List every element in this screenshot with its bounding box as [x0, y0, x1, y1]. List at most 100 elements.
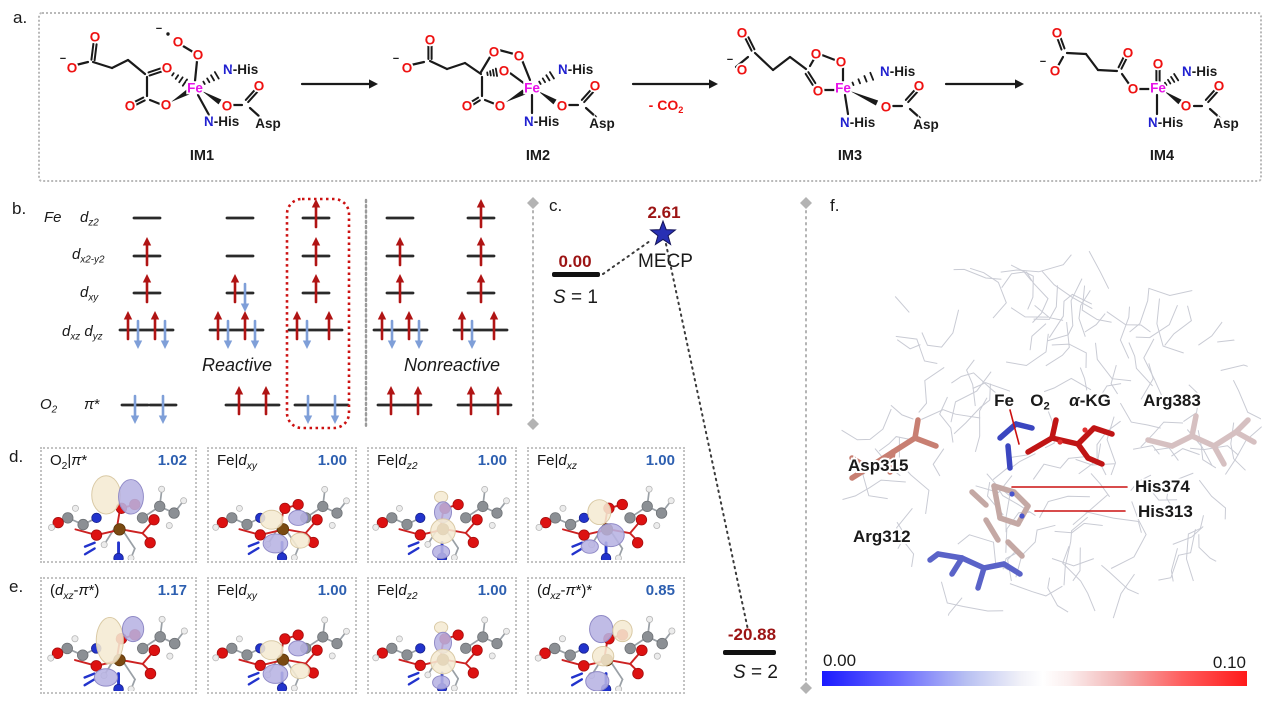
occupation-number: 1.00: [477, 582, 507, 599]
panel-e-box-4: (dxz-π*)* 0.85: [527, 577, 685, 694]
svg-text:IM1: IM1: [190, 148, 214, 164]
s1-energy-level: [552, 272, 600, 277]
orbital-isosurface-rendering: [534, 615, 676, 691]
svg-text:O: O: [489, 45, 500, 60]
svg-text:O: O: [173, 35, 184, 50]
o2-fe-sticks: [997, 421, 1035, 471]
svg-text:Nonreactive: Nonreactive: [404, 355, 500, 375]
svg-text:O: O: [590, 79, 601, 94]
divider-b-c: [527, 197, 539, 430]
svg-text:O: O: [737, 26, 748, 41]
panel-d-box-4: Fe|dxz 1.00: [527, 447, 685, 563]
svg-text:MECP: MECP: [638, 251, 693, 272]
svg-text:O: O: [737, 63, 748, 78]
svg-text:O: O: [1181, 99, 1192, 114]
divider-c-f: [800, 197, 812, 694]
orbital-label: Fe|dxz: [537, 452, 577, 472]
svg-text:Fe: Fe: [44, 209, 62, 226]
svg-text:O: O: [557, 99, 568, 114]
panel-f-label: f.: [830, 196, 840, 215]
spin-density-colorbar: [822, 671, 1247, 686]
spin-column-1: [118, 216, 178, 424]
svg-text:Fe: Fe: [187, 81, 203, 96]
svg-text:O: O: [193, 48, 204, 63]
svg-text:π*: π*: [84, 396, 100, 413]
orbital-label: Fe|dxy: [217, 582, 257, 602]
panel-e-box-3: Fe|dz2 1.00: [367, 577, 517, 694]
panel-d-box-2: Fe|dxy 1.00: [207, 447, 357, 563]
svg-text:O: O: [125, 99, 136, 114]
occupation-number: 1.00: [317, 452, 347, 469]
svg-text:Fe: Fe: [835, 81, 851, 96]
colorbar-max-label: 0.10: [1213, 653, 1246, 672]
orbital-label: Fe|dz2: [377, 452, 418, 472]
occupation-number: 0.85: [645, 582, 675, 599]
svg-text:0.00: 0.00: [558, 252, 591, 271]
svg-text:O: O: [813, 84, 824, 99]
svg-text:O: O: [425, 33, 436, 48]
panel-d-box-3: Fe|dz2 1.00: [367, 447, 517, 563]
site-label-arg312: Arg312: [853, 527, 911, 546]
reaction-arrow-3: [944, 79, 1024, 89]
site-label-asp315: Asp315: [848, 456, 908, 475]
spin-column-4: [372, 216, 433, 416]
s2-energy-level: [723, 650, 776, 655]
svg-text:−: −: [1040, 56, 1046, 68]
reactive-config-highlight: [285, 197, 351, 430]
svg-text:O: O: [495, 99, 506, 114]
svg-text:O: O: [811, 47, 822, 62]
orbital-label: (dxz-π*): [50, 582, 100, 602]
site-label-akg: α-KG: [1069, 391, 1111, 410]
svg-text:S = 1: S = 1: [553, 287, 598, 308]
svg-text:O: O: [254, 79, 265, 94]
orbital-label: Fe|dxy: [217, 452, 257, 472]
orbital-isosurface-rendering: [535, 485, 675, 560]
orbital-label: Fe|dz2: [377, 582, 418, 602]
svg-text:O: O: [1052, 26, 1063, 41]
site-label-o2: O2: [1030, 391, 1049, 413]
svg-text:Asp: Asp: [255, 116, 281, 131]
svg-text:O: O: [881, 100, 892, 115]
svg-text:dxy: dxy: [80, 284, 99, 303]
svg-text:O: O: [90, 30, 101, 45]
svg-text:2.61: 2.61: [647, 203, 680, 222]
panel-d-label: d.: [9, 447, 24, 466]
panel-b-label: b.: [12, 199, 27, 218]
svg-text:Reactive: Reactive: [202, 355, 272, 375]
his-sticks: [969, 483, 1031, 559]
reaction-arrow-1: [300, 79, 378, 89]
site-label-arg383: Arg383: [1143, 391, 1201, 410]
svg-text:IM4: IM4: [1150, 148, 1174, 164]
svg-text:-20.88: -20.88: [728, 625, 776, 644]
svg-text:Asp: Asp: [1213, 116, 1239, 131]
svg-text:N-His: N-His: [524, 114, 559, 129]
svg-text:Fe: Fe: [524, 81, 540, 96]
occupation-number: 1.17: [157, 582, 187, 599]
arg383-sticks: [1145, 413, 1257, 467]
orbital-isosurface-rendering: [48, 475, 188, 560]
svg-text:N-His: N-His: [880, 64, 915, 79]
svg-text:N-His: N-His: [1182, 64, 1217, 79]
site-label-his313: His313: [1138, 502, 1193, 521]
svg-text:O: O: [222, 99, 233, 114]
orbital-isosurface-rendering: [372, 486, 510, 560]
svg-text:−: −: [393, 53, 399, 65]
svg-text:O: O: [1153, 57, 1164, 72]
orbital-label: O2|π*: [50, 452, 88, 472]
orbital-isosurface-rendering: [212, 486, 350, 560]
svg-text:IM2: IM2: [526, 148, 550, 164]
svg-text:dz2: dz2: [80, 209, 99, 228]
svg-text:O: O: [1123, 46, 1134, 61]
svg-text:O: O: [402, 61, 413, 76]
akg-sticks: [1025, 417, 1115, 467]
svg-text:O: O: [499, 64, 510, 79]
svg-text:O: O: [462, 99, 473, 114]
svg-text:dx2-y2: dx2-y2: [72, 246, 105, 265]
svg-text:O: O: [162, 61, 173, 76]
svg-text:N-His: N-His: [204, 114, 239, 129]
svg-text:- CO2: - CO2: [649, 97, 684, 115]
svg-text:−: −: [60, 53, 66, 65]
